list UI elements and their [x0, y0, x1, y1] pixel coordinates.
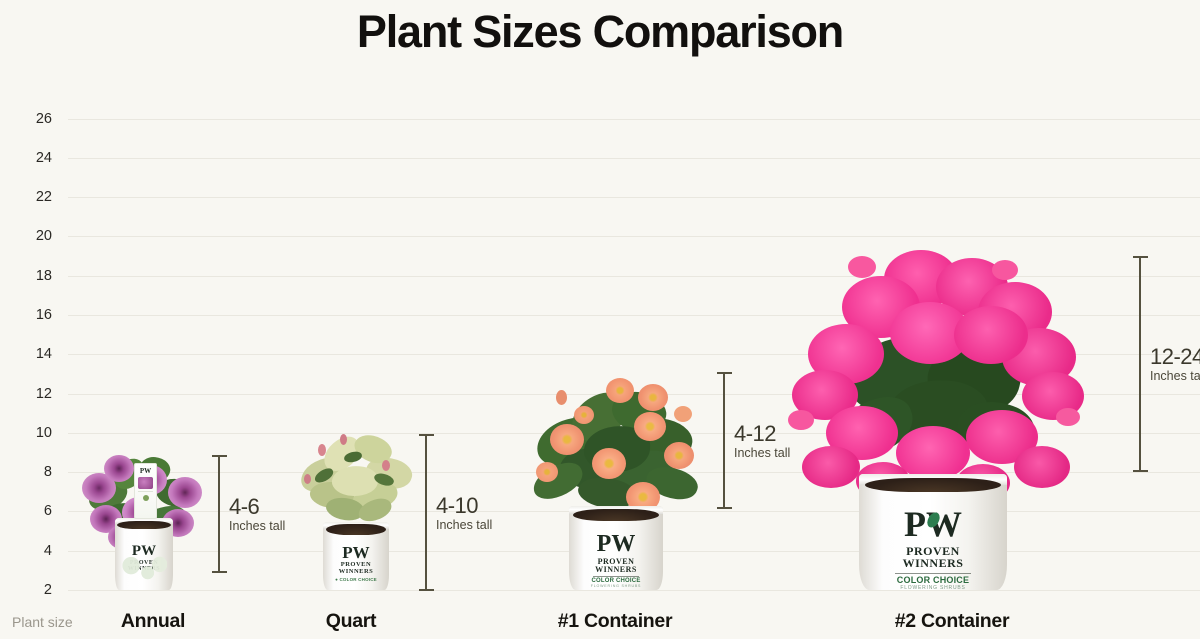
measure-unit-annual: Inches tall: [229, 519, 286, 534]
measure-range-container-1: 4-12: [734, 420, 777, 446]
gridline: [68, 158, 1200, 159]
pot-logo-pw: PW: [596, 531, 636, 557]
measure-bracket-quart: 4-10 Inches tall: [418, 434, 492, 591]
pot-quart: PW PROVEN WINNERS ● COLOR CHOICE: [323, 522, 389, 590]
plant-image-container-2: PW PROVEN WINNERS COLOR CHOICE FLOWERING…: [788, 250, 1084, 590]
bracket-cap-top: [716, 372, 732, 374]
plant-tag-annual: PW: [134, 463, 157, 519]
pot-sublogo-color-choice: COLOR CHOICE: [896, 575, 970, 585]
y-axis-tick-24: 24: [35, 150, 52, 166]
plant-image-quart: PW PROVEN WINNERS ● COLOR CHOICE: [296, 428, 416, 590]
plant-image-container-1: PW PROVEN WINNERS COLOR CHOICE FLOWERING…: [526, 370, 706, 590]
y-axis-tick-6: 6: [43, 503, 52, 519]
pot-sublogo-color-choice: COLOR CHOICE: [591, 578, 641, 584]
gridline: [68, 236, 1200, 237]
y-axis-tick-18: 18: [35, 268, 52, 284]
y-axis-tick-4: 4: [43, 543, 52, 559]
measure-unit-quart: Inches tall: [436, 517, 493, 532]
y-axis-tick-14: 14: [35, 346, 52, 362]
y-axis-tick-26: 26: [35, 111, 52, 127]
x-axis-label-container-1: #1 Container: [557, 610, 673, 632]
pot-logo-line1: PROVEN: [340, 561, 372, 568]
bracket-stem: [723, 372, 725, 509]
gridline: [68, 119, 1200, 120]
y-axis-tick-16: 16: [35, 307, 52, 323]
page-title: Plant Sizes Comparison: [356, 6, 844, 57]
y-axis-title: Plant size: [12, 614, 73, 630]
pot-logo-line2: WINNERS: [595, 565, 637, 574]
gridline: [68, 276, 1200, 277]
measure-unit-container-1: Inches tall: [734, 445, 791, 460]
pot-logo-pw: PW: [131, 543, 157, 559]
bracket-stem: [1139, 256, 1141, 472]
bracket-cap-top: [211, 455, 227, 457]
pot-logo-line2: WINNERS: [338, 567, 374, 575]
pot-logo-line1: PROVEN: [597, 557, 635, 566]
measure-bracket-container-1: 4-12 Inches tall: [716, 372, 790, 509]
bracket-cap-bottom: [418, 589, 434, 591]
y-axis-tick-2: 2: [43, 582, 52, 598]
pot-container-2: PW PROVEN WINNERS COLOR CHOICE FLOWERING…: [859, 474, 1007, 590]
y-axis-tick-8: 8: [43, 464, 52, 480]
y-axis-tick-12: 12: [35, 386, 52, 402]
bracket-stem: [425, 434, 427, 591]
measure-range-annual: 4-6: [229, 493, 260, 519]
bracket-cap-top: [418, 434, 434, 436]
bracket-cap-top: [1132, 256, 1148, 258]
pot-annual: PW PROVEN WINNERS: [115, 518, 173, 590]
measure-unit-container-2: Inches tall: [1150, 369, 1200, 384]
pot-logo-pw: PW: [342, 543, 370, 562]
measure-range-quart: 4-10: [436, 492, 479, 518]
gridline: [68, 315, 1200, 316]
y-axis-tick-10: 10: [35, 425, 52, 441]
measure-bracket-container-2: 12-24 Inches tall: [1132, 256, 1200, 472]
x-axis-label-annual: Annual: [120, 610, 186, 632]
pot-sublogo-line2: FLOWERING SHRUBS: [900, 585, 966, 591]
pot-sublogo-line2: FLOWERING SHRUBS: [590, 584, 642, 588]
gridline: [68, 197, 1200, 198]
y-axis-tick-20: 20: [35, 228, 52, 244]
x-axis-label-quart: Quart: [325, 610, 377, 632]
bracket-cap-bottom: [716, 507, 732, 509]
bracket-cap-bottom: [211, 571, 227, 573]
gridline: [68, 590, 1200, 591]
y-axis-tick-22: 22: [35, 189, 52, 205]
pot-logo-line2: WINNERS: [902, 556, 964, 570]
plant-image-annual: PW PROVEN WINNERS PW: [82, 451, 206, 590]
bracket-cap-bottom: [1132, 470, 1148, 472]
x-axis-label-container-2: #2 Container: [894, 610, 1010, 632]
measure-bracket-annual: 4-6 Inches tall: [211, 455, 285, 573]
gridline: [68, 354, 1200, 355]
measure-range-container-2: 12-24: [1150, 343, 1200, 369]
pot-logo-line1: PROVEN: [906, 544, 960, 558]
bracket-stem: [218, 455, 220, 573]
pot-container-1: PW PROVEN WINNERS COLOR CHOICE FLOWERING…: [569, 506, 663, 590]
